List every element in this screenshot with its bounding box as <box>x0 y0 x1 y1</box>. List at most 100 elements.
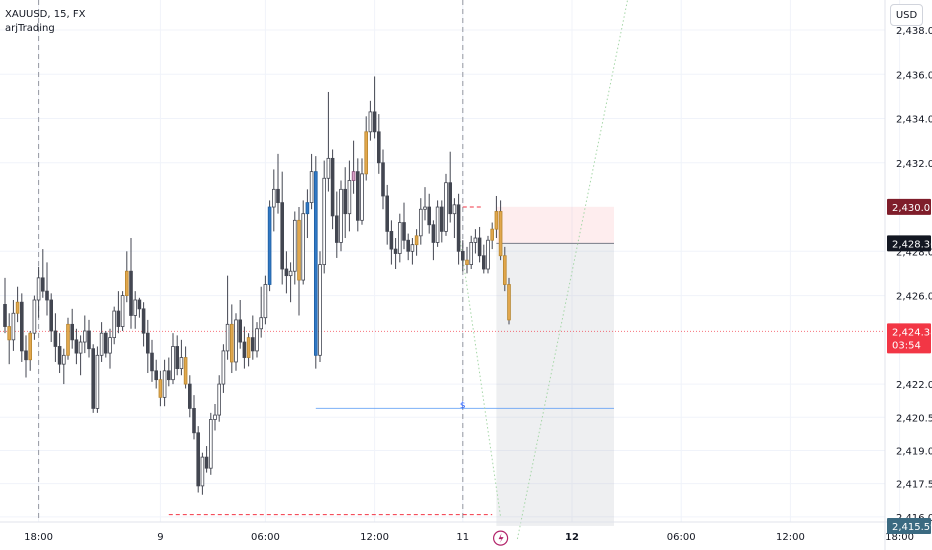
candle-body <box>192 408 196 434</box>
candle-body <box>141 308 146 334</box>
candle-body <box>78 341 83 354</box>
currency-button[interactable]: USD <box>890 4 923 26</box>
candle-body <box>309 171 314 204</box>
grid <box>0 0 901 522</box>
candle-body <box>183 357 188 385</box>
profit-zone <box>496 243 614 526</box>
symbol-title[interactable]: XAUUSD, 15, FX <box>5 9 86 20</box>
candle-body <box>95 354 100 409</box>
candle-body <box>70 323 75 341</box>
time-tick-label: 11 <box>456 532 469 543</box>
candle-body <box>494 211 499 230</box>
candle-body <box>490 228 494 241</box>
candle-body <box>414 235 419 246</box>
candle-body <box>502 255 507 285</box>
stop-loss-zone <box>496 206 614 244</box>
candle-body <box>381 162 385 197</box>
candle-body <box>53 330 58 347</box>
candle-body <box>385 195 389 232</box>
candle-body <box>15 301 20 314</box>
annotations: $ <box>460 401 509 546</box>
candle-body <box>448 182 452 215</box>
candle-body <box>406 239 410 252</box>
candle-body <box>234 319 238 363</box>
candle-body <box>297 219 301 281</box>
time-tick-label: 12:00 <box>776 532 805 543</box>
time-tick-label: 9 <box>157 532 163 543</box>
candle-body <box>313 171 318 356</box>
candle-body <box>24 350 28 361</box>
bolt-glyph <box>498 533 504 544</box>
last-price-tag: 2,424.38 <box>892 327 932 338</box>
candle-body <box>246 337 251 358</box>
candle-body <box>11 312 16 341</box>
candle-body <box>351 171 356 181</box>
candle-body <box>397 222 402 254</box>
candle-body <box>339 188 343 243</box>
candle-body <box>423 206 427 210</box>
candle-body <box>305 202 310 215</box>
candle-body <box>250 337 255 352</box>
candle-body <box>435 206 440 243</box>
candle-body <box>280 202 284 270</box>
candle-body <box>288 270 293 277</box>
candle-body <box>62 354 66 365</box>
price-tick-label: 2,434.00 <box>896 115 932 126</box>
candle-body <box>91 348 96 409</box>
candle-body <box>229 323 234 363</box>
candle-body <box>271 188 276 208</box>
candle-body <box>389 230 394 250</box>
candle-body <box>469 242 473 265</box>
time-tick-label: 18:00 <box>885 532 914 543</box>
candle-body <box>368 111 373 133</box>
candle-body <box>292 219 297 272</box>
candle-body <box>217 383 222 416</box>
candle-body <box>99 332 104 356</box>
candle-body <box>481 255 486 270</box>
price-tick-label: 2,438.00 <box>896 26 932 37</box>
last-price-tag-countdown: 03:54 <box>892 340 921 351</box>
price-tags: 2,430.01 2,428.36 2,424.38 03:54 2,415.59 <box>887 198 932 534</box>
candle-body <box>225 323 230 352</box>
candle-body <box>465 259 469 265</box>
candle-body <box>439 206 444 232</box>
candle-body <box>330 157 335 217</box>
candle-body <box>393 248 398 254</box>
time-tick-label: 06:00 <box>251 532 280 543</box>
candle-body <box>74 339 79 354</box>
candle-body <box>36 277 41 301</box>
candle-body <box>318 264 322 356</box>
candle-body <box>259 317 263 330</box>
candle-body <box>402 222 406 241</box>
time-axis[interactable]: 18:00 9 06:00 12:00 11 12 06:00 12:00 18:00 <box>0 521 932 543</box>
overlays <box>0 0 885 540</box>
price-axis[interactable]: 2,438.00 2,436.00 2,434.00 2,432.00 2,428.00… <box>884 0 932 550</box>
price-tick-label: 2,420.50 <box>896 413 932 424</box>
price-tick-label: 2,419.00 <box>896 446 932 457</box>
candle-body <box>242 341 247 358</box>
candle-body <box>154 370 159 381</box>
price-tick-label: 2,426.00 <box>896 292 932 303</box>
candle-body <box>498 211 503 257</box>
candle-body <box>116 310 121 327</box>
candle-body <box>255 328 259 352</box>
candle-body <box>145 332 150 354</box>
candle-body <box>66 323 70 356</box>
candle-body <box>129 270 133 316</box>
candle-body <box>179 357 184 369</box>
candle-body <box>28 332 32 361</box>
price-tick-label: 2,422.00 <box>896 380 932 391</box>
candle-body <box>410 244 415 252</box>
candle-body <box>166 370 171 381</box>
candle-body <box>376 131 381 164</box>
candle-body <box>372 111 377 133</box>
candle-body <box>7 326 11 341</box>
candle-body <box>187 383 192 409</box>
candle-body <box>364 131 368 175</box>
candle-body <box>41 277 45 292</box>
candle-body <box>83 330 87 343</box>
time-tick-label: 12 <box>565 532 579 543</box>
candle-body <box>355 171 360 221</box>
candle-body <box>221 350 226 385</box>
